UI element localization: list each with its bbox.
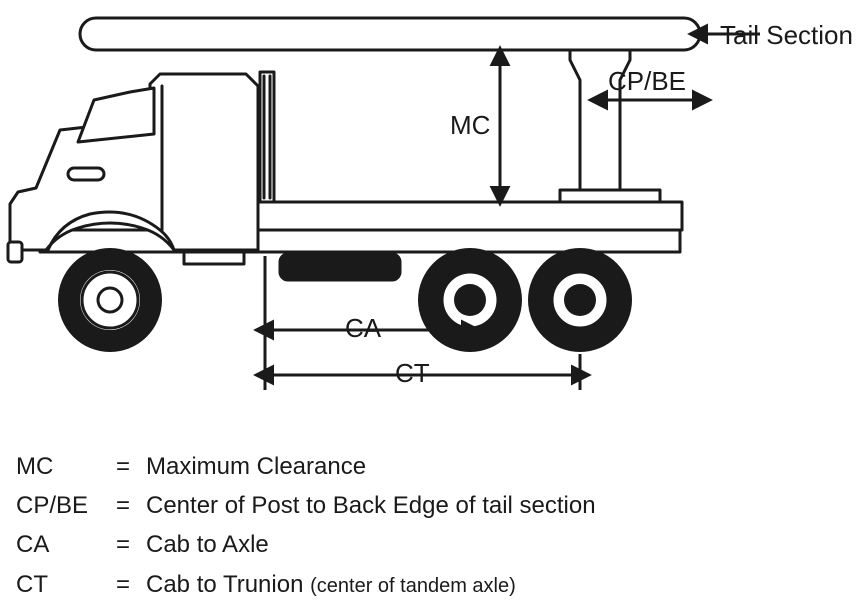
- legend-desc-text: Center of Post to Back Edge of tail sect…: [146, 492, 596, 519]
- legend-desc-text: Cab to Trunion: [146, 571, 310, 598]
- legend-desc: Maximum Clearance: [146, 448, 366, 485]
- legend-key: CA: [16, 526, 116, 563]
- legend-key: CT: [16, 566, 116, 603]
- legend-row: CA = Cab to Axle: [16, 526, 596, 563]
- label-mc: MC: [450, 110, 490, 141]
- legend-desc: Cab to Axle: [146, 526, 269, 563]
- legend-eq: =: [116, 448, 146, 485]
- legend-row: MC = Maximum Clearance: [16, 448, 596, 485]
- diagram-canvas: Tail Section MC CP/BE CA CT MC = Maximum…: [0, 0, 861, 610]
- label-ca: CA: [345, 313, 381, 344]
- label-cpbe: CP/BE: [608, 66, 686, 97]
- legend-eq: =: [116, 487, 146, 524]
- rear-wheel-1: [418, 248, 522, 352]
- label-ct: CT: [395, 358, 430, 389]
- legend-key: CP/BE: [16, 487, 116, 524]
- legend-row: CP/BE = Center of Post to Back Edge of t…: [16, 487, 596, 524]
- legend-desc: Center of Post to Back Edge of tail sect…: [146, 487, 596, 524]
- legend-row: CT = Cab to Trunion (center of tandem ax…: [16, 566, 596, 603]
- legend-desc-text: Cab to Axle: [146, 531, 269, 558]
- rear-wheel-2: [528, 248, 632, 352]
- label-tail-section: Tail Section: [720, 20, 853, 51]
- legend-key: MC: [16, 448, 116, 485]
- legend-desc-text: Maximum Clearance: [146, 453, 366, 480]
- legend-eq: =: [116, 526, 146, 563]
- front-wheel: [58, 248, 162, 352]
- legend-desc-sub: (center of tandem axle): [310, 575, 516, 597]
- legend-desc: Cab to Trunion (center of tandem axle): [146, 566, 516, 603]
- legend: MC = Maximum Clearance CP/BE = Center of…: [16, 448, 596, 605]
- truck-diagram-svg: [0, 0, 861, 430]
- legend-eq: =: [116, 566, 146, 603]
